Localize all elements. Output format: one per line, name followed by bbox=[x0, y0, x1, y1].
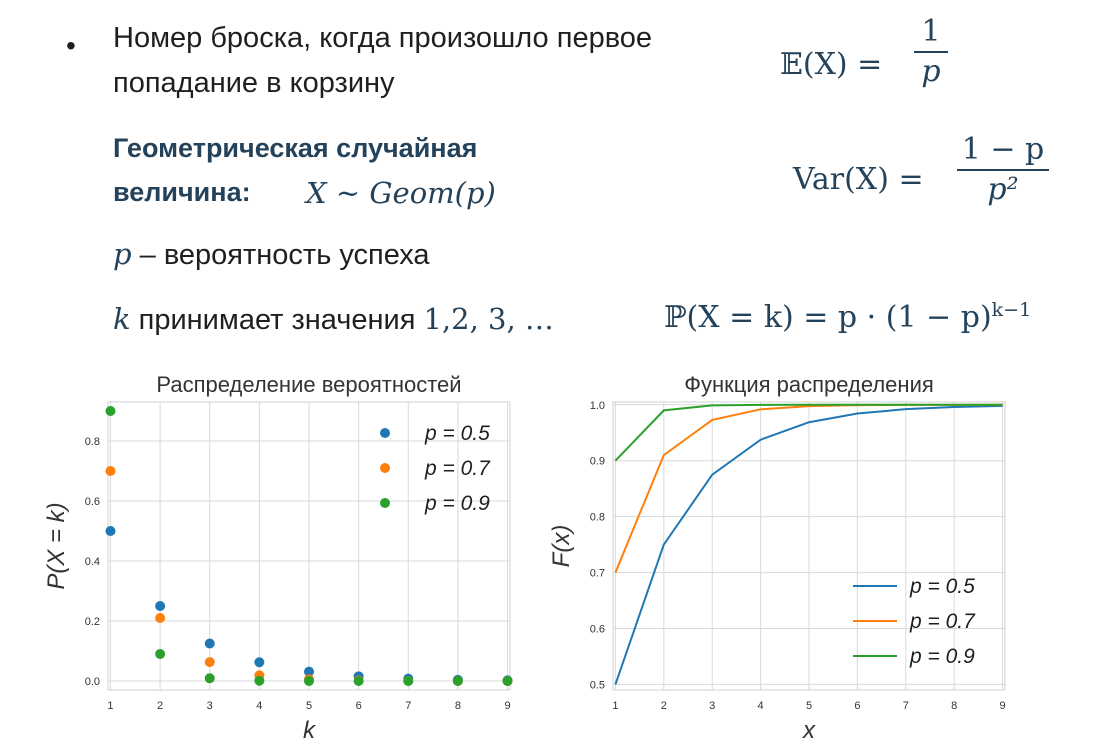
pmf-formula: ℙ(X = k) = p · (1 − p)k−1 bbox=[664, 299, 1031, 335]
y-tick-label: 0.8 bbox=[590, 512, 605, 524]
legend-label: p = 0.9 bbox=[424, 492, 490, 515]
x-axis-label: k bbox=[303, 717, 317, 744]
data-point bbox=[105, 526, 116, 536]
y-tick-label: 0.0 bbox=[85, 676, 100, 688]
chart-title: Распределение вероятностей bbox=[156, 372, 461, 397]
expectation-lhs: 𝔼(X) = bbox=[780, 47, 883, 82]
x-tick-label: 4 bbox=[758, 700, 764, 712]
variance-numerator: 1 − p bbox=[961, 132, 1045, 167]
data-point bbox=[105, 466, 116, 476]
x-tick-label: 9 bbox=[504, 700, 510, 712]
data-point bbox=[304, 675, 314, 686]
legend-marker bbox=[380, 498, 390, 508]
x-tick-label: 1 bbox=[612, 700, 618, 712]
variance-denominator: p² bbox=[987, 172, 1019, 207]
data-point bbox=[155, 601, 166, 611]
data-point bbox=[105, 406, 116, 416]
legend-label: p = 0.9 bbox=[909, 645, 975, 668]
fraction-bar bbox=[914, 51, 948, 53]
data-point bbox=[304, 666, 314, 677]
expectation-fraction: 1 p bbox=[914, 15, 948, 89]
series-line bbox=[614, 404, 1003, 685]
x-tick-label: 7 bbox=[903, 700, 909, 712]
series-line bbox=[614, 403, 1003, 462]
legend-label: p = 0.5 bbox=[424, 422, 490, 445]
x-tick-label: 4 bbox=[256, 700, 262, 712]
x-axis-label: x bbox=[802, 717, 816, 744]
x-tick-label: 6 bbox=[356, 700, 362, 712]
data-point bbox=[353, 676, 364, 686]
legend-marker bbox=[380, 428, 390, 438]
support-text: принимает значения bbox=[130, 304, 424, 336]
data-point bbox=[155, 649, 166, 659]
data-point bbox=[452, 676, 463, 686]
param-line: p – вероятность успеха bbox=[113, 237, 430, 272]
slide-text: • Номер броска, когда произошло первое п… bbox=[0, 0, 1103, 350]
legend-marker bbox=[380, 463, 390, 473]
x-tick-label: 6 bbox=[854, 700, 860, 712]
chart-title: Функция распределения bbox=[684, 372, 934, 397]
data-point bbox=[204, 673, 215, 684]
pmf-lhs: ℙ(X = k) = p · (1 − p) bbox=[664, 300, 992, 335]
y-tick-label: 0.8 bbox=[85, 436, 100, 448]
bullet-line-2: попадание в корзину bbox=[113, 67, 395, 99]
support-values: 1,2, 3, … bbox=[423, 302, 554, 336]
bullet-dot: • bbox=[66, 30, 76, 61]
definition-line-1: Геометрическая случайная bbox=[113, 133, 478, 163]
data-point bbox=[254, 675, 265, 686]
x-tick-label: 2 bbox=[661, 700, 667, 712]
x-tick-label: 1 bbox=[107, 700, 113, 712]
y-tick-label: 1.0 bbox=[590, 400, 605, 412]
x-tick-label: 5 bbox=[806, 700, 812, 712]
legend-label: p = 0.5 bbox=[909, 575, 975, 598]
x-tick-label: 2 bbox=[157, 700, 163, 712]
param-symbol: p bbox=[113, 237, 132, 271]
data-point bbox=[403, 676, 414, 686]
plot-frame bbox=[107, 401, 511, 691]
plot-frame bbox=[612, 401, 1006, 691]
legend-label: p = 0.7 bbox=[424, 457, 491, 480]
y-tick-label: 0.9 bbox=[590, 456, 605, 468]
y-axis-label: F(x) bbox=[548, 525, 575, 568]
variance-lhs: Var(X) = bbox=[793, 162, 924, 197]
support-line: k принимает значения 1,2, 3, … bbox=[113, 302, 554, 337]
y-tick-label: 0.5 bbox=[590, 679, 605, 691]
y-tick-label: 0.4 bbox=[85, 556, 100, 568]
expectation-numerator: 1 bbox=[921, 14, 941, 49]
param-text: – вероятность успеха bbox=[131, 239, 430, 271]
pmf-exponent: k−1 bbox=[991, 299, 1032, 321]
x-tick-label: 3 bbox=[207, 700, 213, 712]
geom-formula: X ~ Geom(p) bbox=[306, 176, 496, 210]
x-tick-label: 8 bbox=[455, 700, 461, 712]
x-tick-label: 3 bbox=[709, 700, 715, 712]
x-tick-label: 9 bbox=[1000, 700, 1006, 712]
definition-line-2: величина: bbox=[113, 177, 251, 207]
x-tick-label: 5 bbox=[306, 700, 312, 712]
data-point bbox=[204, 657, 215, 668]
y-tick-label: 0.6 bbox=[85, 496, 100, 508]
y-tick-label: 0.7 bbox=[590, 568, 605, 580]
cdf-chart: 1 2 3 4 5 6 7 8 9 0.5 0.6 0.7 0.8 0.9 1.0 Функция распр… bbox=[548, 372, 1006, 744]
pmf-chart: 1 2 3 4 5 6 7 8 9 0.0 0.2 0.4 0.6 0.8 Распределение ве… bbox=[43, 372, 513, 744]
expectation-denominator: p bbox=[921, 54, 941, 89]
fraction-bar bbox=[957, 169, 1049, 171]
variance-fraction: 1 − p p² bbox=[957, 133, 1049, 207]
support-symbol: k bbox=[113, 302, 131, 336]
x-tick-label: 8 bbox=[951, 700, 957, 712]
y-tick-label: 0.2 bbox=[85, 616, 100, 628]
legend-label: p = 0.7 bbox=[909, 610, 976, 633]
data-point bbox=[204, 638, 215, 649]
y-axis-label: P(X = k) bbox=[43, 502, 70, 589]
x-tick-label: 7 bbox=[405, 700, 411, 712]
data-point bbox=[254, 657, 265, 668]
data-point bbox=[502, 676, 513, 686]
y-tick-label: 0.6 bbox=[590, 623, 605, 635]
data-point bbox=[155, 613, 166, 623]
bullet-line-1: Номер броска, когда произошло первое bbox=[113, 22, 653, 54]
